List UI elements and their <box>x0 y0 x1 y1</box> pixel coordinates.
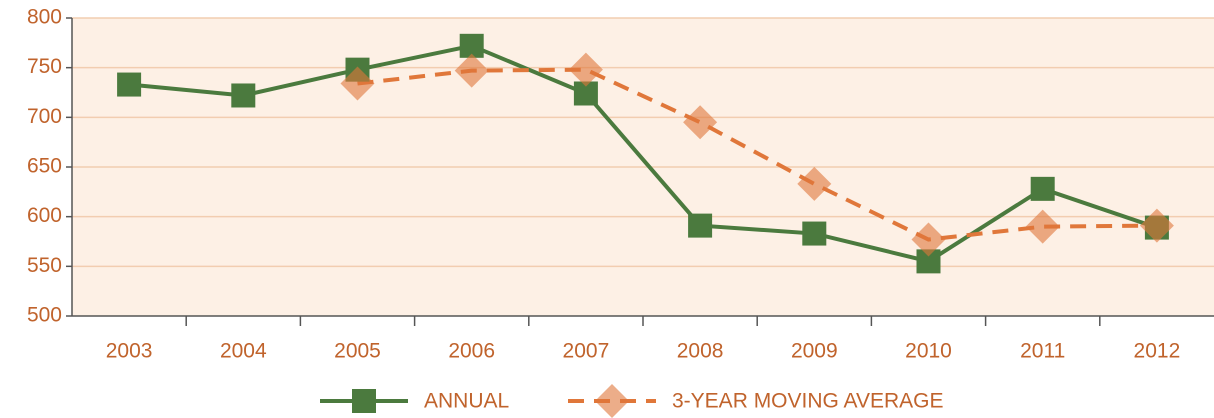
x-tick-label: 2010 <box>905 340 952 363</box>
marker <box>352 389 376 413</box>
y-tick-label: 800 <box>27 6 62 29</box>
x-tick-label: 2006 <box>448 340 495 363</box>
marker <box>911 222 946 257</box>
y-tick-label: 550 <box>27 254 62 277</box>
marker <box>117 72 142 97</box>
x-tick-label: 2011 <box>1020 340 1065 363</box>
marker <box>568 52 603 87</box>
y-tick-label: 650 <box>27 155 62 178</box>
x-tick-label: 2009 <box>791 340 838 363</box>
legend-label: ANNUAL <box>424 390 509 413</box>
x-tick-label: 2008 <box>677 340 724 363</box>
marker <box>595 384 629 418</box>
y-tick-label: 500 <box>27 304 62 327</box>
y-tick-label: 600 <box>27 204 62 227</box>
marker <box>231 83 256 108</box>
x-tick-label: 2004 <box>220 340 267 363</box>
x-tick-label: 2005 <box>334 340 381 363</box>
marker <box>1139 208 1174 243</box>
x-tick-label: 2007 <box>563 340 610 363</box>
y-tick-label: 750 <box>27 55 62 78</box>
marker <box>1025 209 1060 244</box>
marker <box>802 221 827 246</box>
series-line <box>357 67 1157 242</box>
y-tick-label: 700 <box>27 105 62 128</box>
marker <box>454 53 489 88</box>
x-tick-label: 2003 <box>106 340 153 363</box>
legend-label: 3-YEAR MOVING AVERAGE <box>672 390 944 413</box>
marker <box>1030 176 1055 201</box>
marker <box>340 66 375 101</box>
marker <box>683 105 718 140</box>
series-line <box>128 43 1158 264</box>
x-tick-label: 2012 <box>1134 340 1181 363</box>
marker <box>797 166 832 201</box>
marker <box>688 213 713 238</box>
